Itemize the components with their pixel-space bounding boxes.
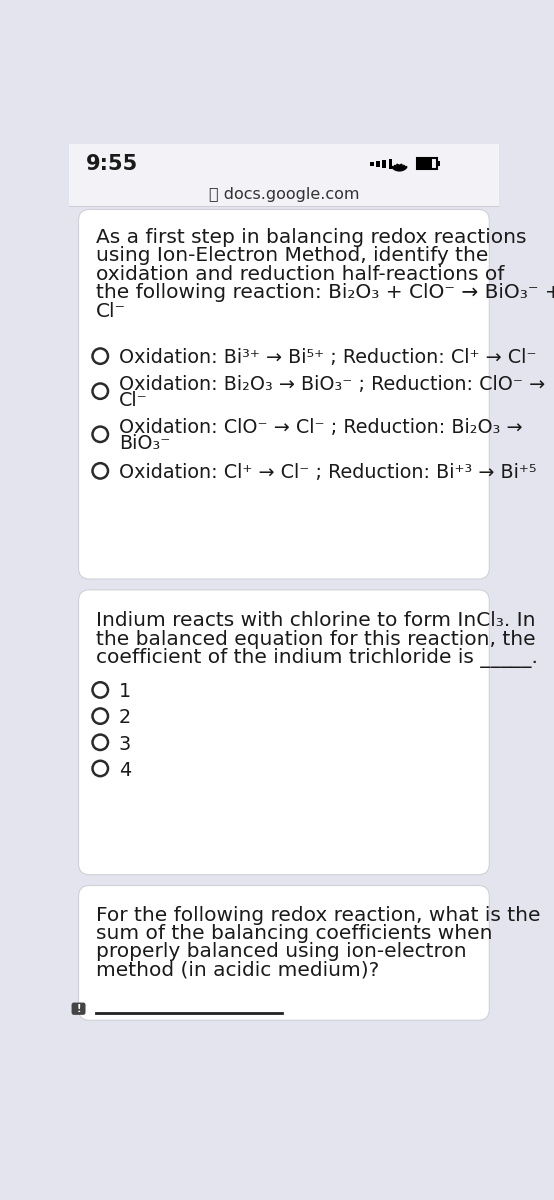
Text: properly balanced using ion-electron: properly balanced using ion-electron [96, 942, 466, 961]
Bar [418, 158, 432, 168]
Text: Oxidation: Cl⁺ → Cl⁻ ; Reduction: Bi⁺³ → Bi⁺⁵: Oxidation: Cl⁺ → Cl⁻ ; Reduction: Bi⁺³ →… [119, 463, 536, 481]
Bar [437, 161, 440, 166]
Bar [417, 158, 437, 169]
Text: coefficient of the indium trichloride is _____.: coefficient of the indium trichloride is… [96, 648, 537, 668]
Text: BiO₃⁻: BiO₃⁻ [119, 434, 170, 454]
Text: 1: 1 [119, 683, 131, 701]
Text: Cl⁻: Cl⁻ [119, 391, 147, 410]
Bar [388, 158, 392, 169]
Bar [69, 144, 499, 182]
FancyBboxPatch shape [71, 1002, 85, 1015]
Text: !: ! [76, 1003, 81, 1014]
Bar [376, 161, 380, 167]
Text: Oxidation: Bi³⁺ → Bi⁵⁺ ; Reduction: Cl⁺ → Cl⁻: Oxidation: Bi³⁺ → Bi⁵⁺ ; Reduction: Cl⁺ … [119, 348, 536, 367]
Text: 2: 2 [119, 708, 131, 727]
FancyBboxPatch shape [79, 590, 489, 875]
Bar [382, 160, 386, 168]
Text: Oxidation: ClO⁻ → Cl⁻ ; Reduction: Bi₂O₃ →: Oxidation: ClO⁻ → Cl⁻ ; Reduction: Bi₂O₃… [119, 418, 522, 437]
Bar [370, 162, 374, 166]
Text: Indium reacts with chlorine to form InCl₃. In: Indium reacts with chlorine to form InCl… [96, 611, 535, 630]
Text: using Ion-Electron Method, identify the: using Ion-Electron Method, identify the [96, 246, 488, 265]
Text: oxidation and reduction half-reactions of: oxidation and reduction half-reactions o… [96, 265, 504, 284]
Text: For the following redox reaction, what is the: For the following redox reaction, what i… [96, 906, 540, 924]
FancyBboxPatch shape [79, 210, 489, 580]
Text: sum of the balancing coefficients when: sum of the balancing coefficients when [96, 924, 492, 943]
Circle shape [398, 167, 401, 169]
Bar [69, 182, 499, 205]
Text: the balanced equation for this reaction, the: the balanced equation for this reaction,… [96, 630, 535, 649]
Text: method (in acidic medium)?: method (in acidic medium)? [96, 961, 379, 980]
Text: Oxidation: Bi₂O₃ → BiO₃⁻ ; Reduction: ClO⁻ →: Oxidation: Bi₂O₃ → BiO₃⁻ ; Reduction: Cl… [119, 374, 545, 394]
Text: 3: 3 [119, 734, 131, 754]
Text: 🔒 docs.google.com: 🔒 docs.google.com [209, 186, 359, 202]
Text: 9:55: 9:55 [86, 154, 138, 174]
Text: the following reaction: Bi₂O₃ + ClO⁻ → BiO₃⁻ +: the following reaction: Bi₂O₃ + ClO⁻ → B… [96, 283, 554, 302]
FancyBboxPatch shape [79, 886, 489, 1020]
Text: As a first step in balancing redox reactions: As a first step in balancing redox react… [96, 228, 526, 247]
Text: 4: 4 [119, 761, 131, 780]
Text: Cl⁻: Cl⁻ [96, 302, 126, 320]
